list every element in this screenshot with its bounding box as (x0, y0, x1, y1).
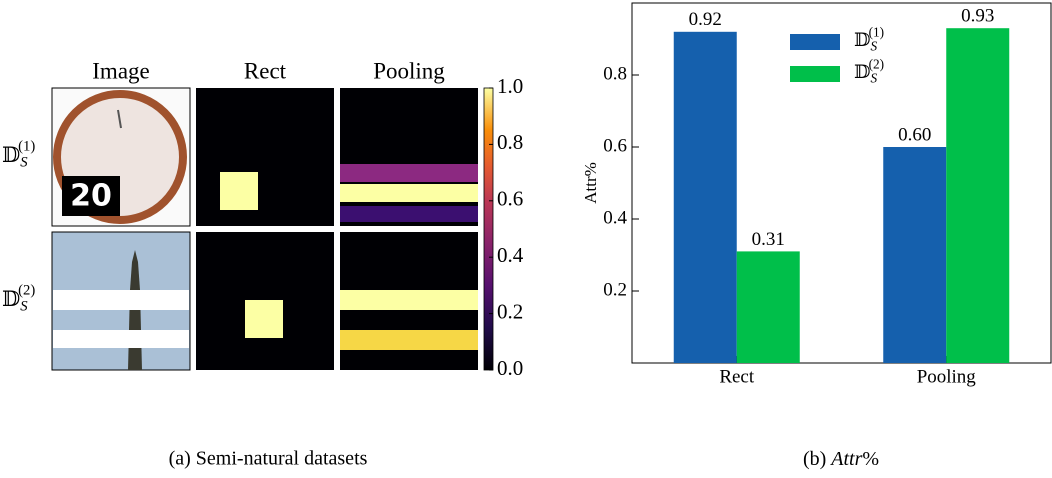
x-tick-label: Pooling (917, 366, 977, 387)
value-label: 0.92 (689, 9, 722, 30)
legend-label: 𝔻S(1) (854, 24, 884, 53)
row-label: 𝔻S(2) (2, 283, 35, 315)
colorbar-tick-label: 0.4 (497, 243, 524, 267)
colorbar-tick-label: 1.0 (497, 74, 523, 98)
heatmap-cell (196, 88, 334, 370)
math-base: 𝔻 (2, 143, 20, 167)
value-label: 0.60 (898, 124, 931, 145)
math-sup: (1) (869, 24, 885, 39)
caption: (b) Attr% (803, 448, 879, 470)
y-tick-label: 0.8 (603, 63, 627, 84)
colorbar-tick-label: 0.0 (497, 356, 523, 380)
colorbar-tick-label: 0.8 (497, 130, 523, 154)
column-title: Image (92, 58, 149, 83)
axes-frame (631, 2, 1052, 364)
math-sub: S (870, 39, 877, 54)
value-label: 0.93 (961, 6, 994, 27)
colorbar (483, 87, 494, 371)
caption-suffix: % (862, 448, 879, 470)
math-sup: (2) (869, 56, 885, 71)
math-sup: (2) (18, 283, 35, 299)
heatmap-cell (340, 88, 478, 370)
math-sub: S (20, 155, 28, 171)
bar (883, 147, 947, 363)
y-tick-label: 0.4 (603, 207, 627, 228)
math-sup: (1) (18, 139, 35, 155)
legend-label: 𝔻S(2) (854, 56, 884, 85)
column-title: Pooling (373, 58, 445, 83)
column-title: Rect (244, 58, 287, 83)
bar (673, 31, 737, 364)
colorbar-tick-label: 0.6 (497, 187, 523, 211)
math-base: 𝔻 (854, 62, 870, 83)
y-axis-label: Attr% (581, 162, 600, 204)
caption-italic: Attr (829, 448, 862, 470)
bar (946, 28, 1010, 363)
math-base: 𝔻 (2, 287, 20, 311)
y-tick-label: 0.6 (603, 135, 627, 156)
image-text: 20 (70, 179, 112, 214)
image-cell (51, 87, 191, 227)
legend-swatch (790, 66, 840, 82)
image-cell (51, 231, 191, 371)
value-label: 0.31 (752, 229, 785, 250)
bar (736, 251, 800, 363)
row-label: 𝔻S(1) (2, 139, 35, 171)
math-sub: S (20, 299, 28, 315)
colorbar-tick-label: 0.2 (497, 299, 523, 323)
math-base: 𝔻 (854, 30, 870, 51)
x-tick-label: Rect (719, 366, 755, 387)
math-sub: S (870, 71, 877, 86)
y-tick-label: 0.2 (603, 279, 627, 300)
caption: (a) Semi-natural datasets (169, 448, 368, 470)
legend-swatch (790, 34, 840, 50)
caption-prefix: (b) (803, 448, 831, 470)
